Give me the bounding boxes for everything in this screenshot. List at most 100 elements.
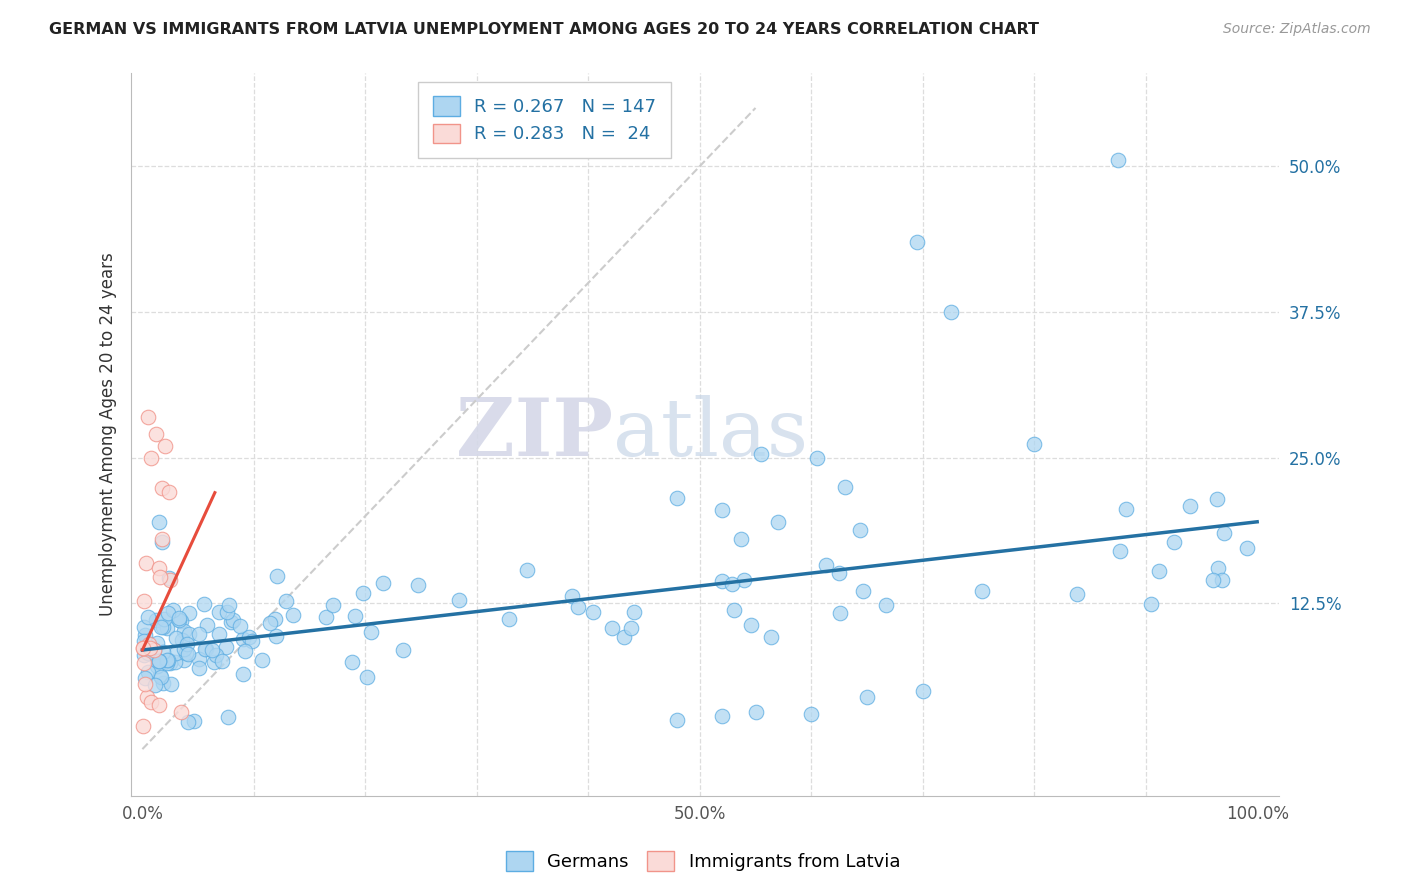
- Point: [152, 620, 174, 634]
- Point: [153, 439, 176, 453]
- Point: [233, 644, 256, 658]
- Text: ZIP: ZIP: [457, 395, 613, 474]
- Point: [143, 677, 166, 691]
- Legend: Germans, Immigrants from Latvia: Germans, Immigrants from Latvia: [499, 844, 907, 879]
- Point: [1107, 153, 1129, 168]
- Point: [142, 643, 165, 657]
- Point: [138, 637, 160, 651]
- Point: [830, 606, 852, 620]
- Point: [134, 648, 156, 662]
- Point: [1180, 499, 1202, 513]
- Point: [356, 670, 378, 684]
- Point: [132, 641, 155, 656]
- Point: [228, 619, 250, 633]
- Point: [187, 661, 209, 675]
- Point: [263, 612, 285, 626]
- Point: [1149, 564, 1171, 578]
- Text: Source: ZipAtlas.com: Source: ZipAtlas.com: [1223, 22, 1371, 37]
- Point: [219, 615, 242, 629]
- Point: [581, 605, 603, 619]
- Y-axis label: Unemployment Among Ages 20 to 24 years: Unemployment Among Ages 20 to 24 years: [100, 252, 117, 616]
- Point: [136, 665, 159, 680]
- Point: [201, 643, 224, 657]
- Point: [240, 633, 263, 648]
- Point: [516, 563, 538, 577]
- Point: [194, 642, 217, 657]
- Point: [173, 624, 195, 639]
- Point: [238, 630, 260, 644]
- Point: [266, 569, 288, 583]
- Point: [176, 648, 198, 662]
- Point: [814, 558, 837, 573]
- Point: [970, 583, 993, 598]
- Point: [132, 641, 155, 656]
- Point: [721, 577, 744, 591]
- Point: [848, 523, 870, 537]
- Point: [170, 705, 193, 719]
- Point: [733, 573, 755, 587]
- Point: [1212, 526, 1234, 541]
- Point: [221, 614, 243, 628]
- Point: [408, 578, 430, 592]
- Point: [157, 571, 180, 585]
- Point: [148, 561, 170, 575]
- Point: [179, 606, 201, 620]
- Point: [834, 480, 856, 494]
- Point: [1139, 597, 1161, 611]
- Point: [759, 630, 782, 644]
- Point: [139, 640, 162, 654]
- Point: [1066, 586, 1088, 600]
- Point: [149, 569, 172, 583]
- Point: [145, 427, 167, 442]
- Point: [142, 643, 165, 657]
- Point: [141, 696, 163, 710]
- Point: [344, 609, 367, 624]
- Point: [152, 612, 174, 626]
- Point: [283, 607, 305, 622]
- Point: [159, 656, 181, 670]
- Point: [167, 613, 190, 627]
- Point: [1211, 573, 1233, 587]
- Point: [800, 707, 823, 722]
- Point: [177, 627, 200, 641]
- Point: [193, 597, 215, 611]
- Point: [1024, 436, 1046, 450]
- Point: [723, 603, 745, 617]
- Point: [806, 450, 828, 465]
- Point: [148, 654, 170, 668]
- Point: [856, 690, 879, 704]
- Point: [132, 719, 155, 733]
- Point: [360, 625, 382, 640]
- Point: [561, 590, 583, 604]
- Point: [315, 609, 337, 624]
- Point: [163, 655, 186, 669]
- Point: [148, 698, 170, 712]
- Point: [134, 677, 156, 691]
- Point: [132, 620, 155, 634]
- Point: [150, 532, 173, 546]
- Point: [156, 653, 179, 667]
- Point: [211, 654, 233, 668]
- Point: [322, 598, 344, 612]
- Point: [152, 675, 174, 690]
- Point: [146, 636, 169, 650]
- Point: [1206, 491, 1229, 506]
- Point: [1115, 502, 1137, 516]
- Point: [205, 648, 228, 662]
- Point: [264, 629, 287, 643]
- Point: [740, 617, 762, 632]
- Point: [447, 593, 470, 607]
- Point: [145, 654, 167, 668]
- Point: [134, 634, 156, 648]
- Point: [157, 653, 180, 667]
- Point: [905, 235, 928, 249]
- Point: [157, 485, 180, 500]
- Point: [766, 515, 789, 529]
- Point: [1202, 573, 1225, 587]
- Point: [498, 612, 520, 626]
- Point: [392, 643, 415, 657]
- Point: [340, 655, 363, 669]
- Point: [749, 447, 772, 461]
- Point: [215, 605, 238, 619]
- Text: GERMAN VS IMMIGRANTS FROM LATVIA UNEMPLOYMENT AMONG AGES 20 TO 24 YEARS CORRELAT: GERMAN VS IMMIGRANTS FROM LATVIA UNEMPLO…: [49, 22, 1039, 37]
